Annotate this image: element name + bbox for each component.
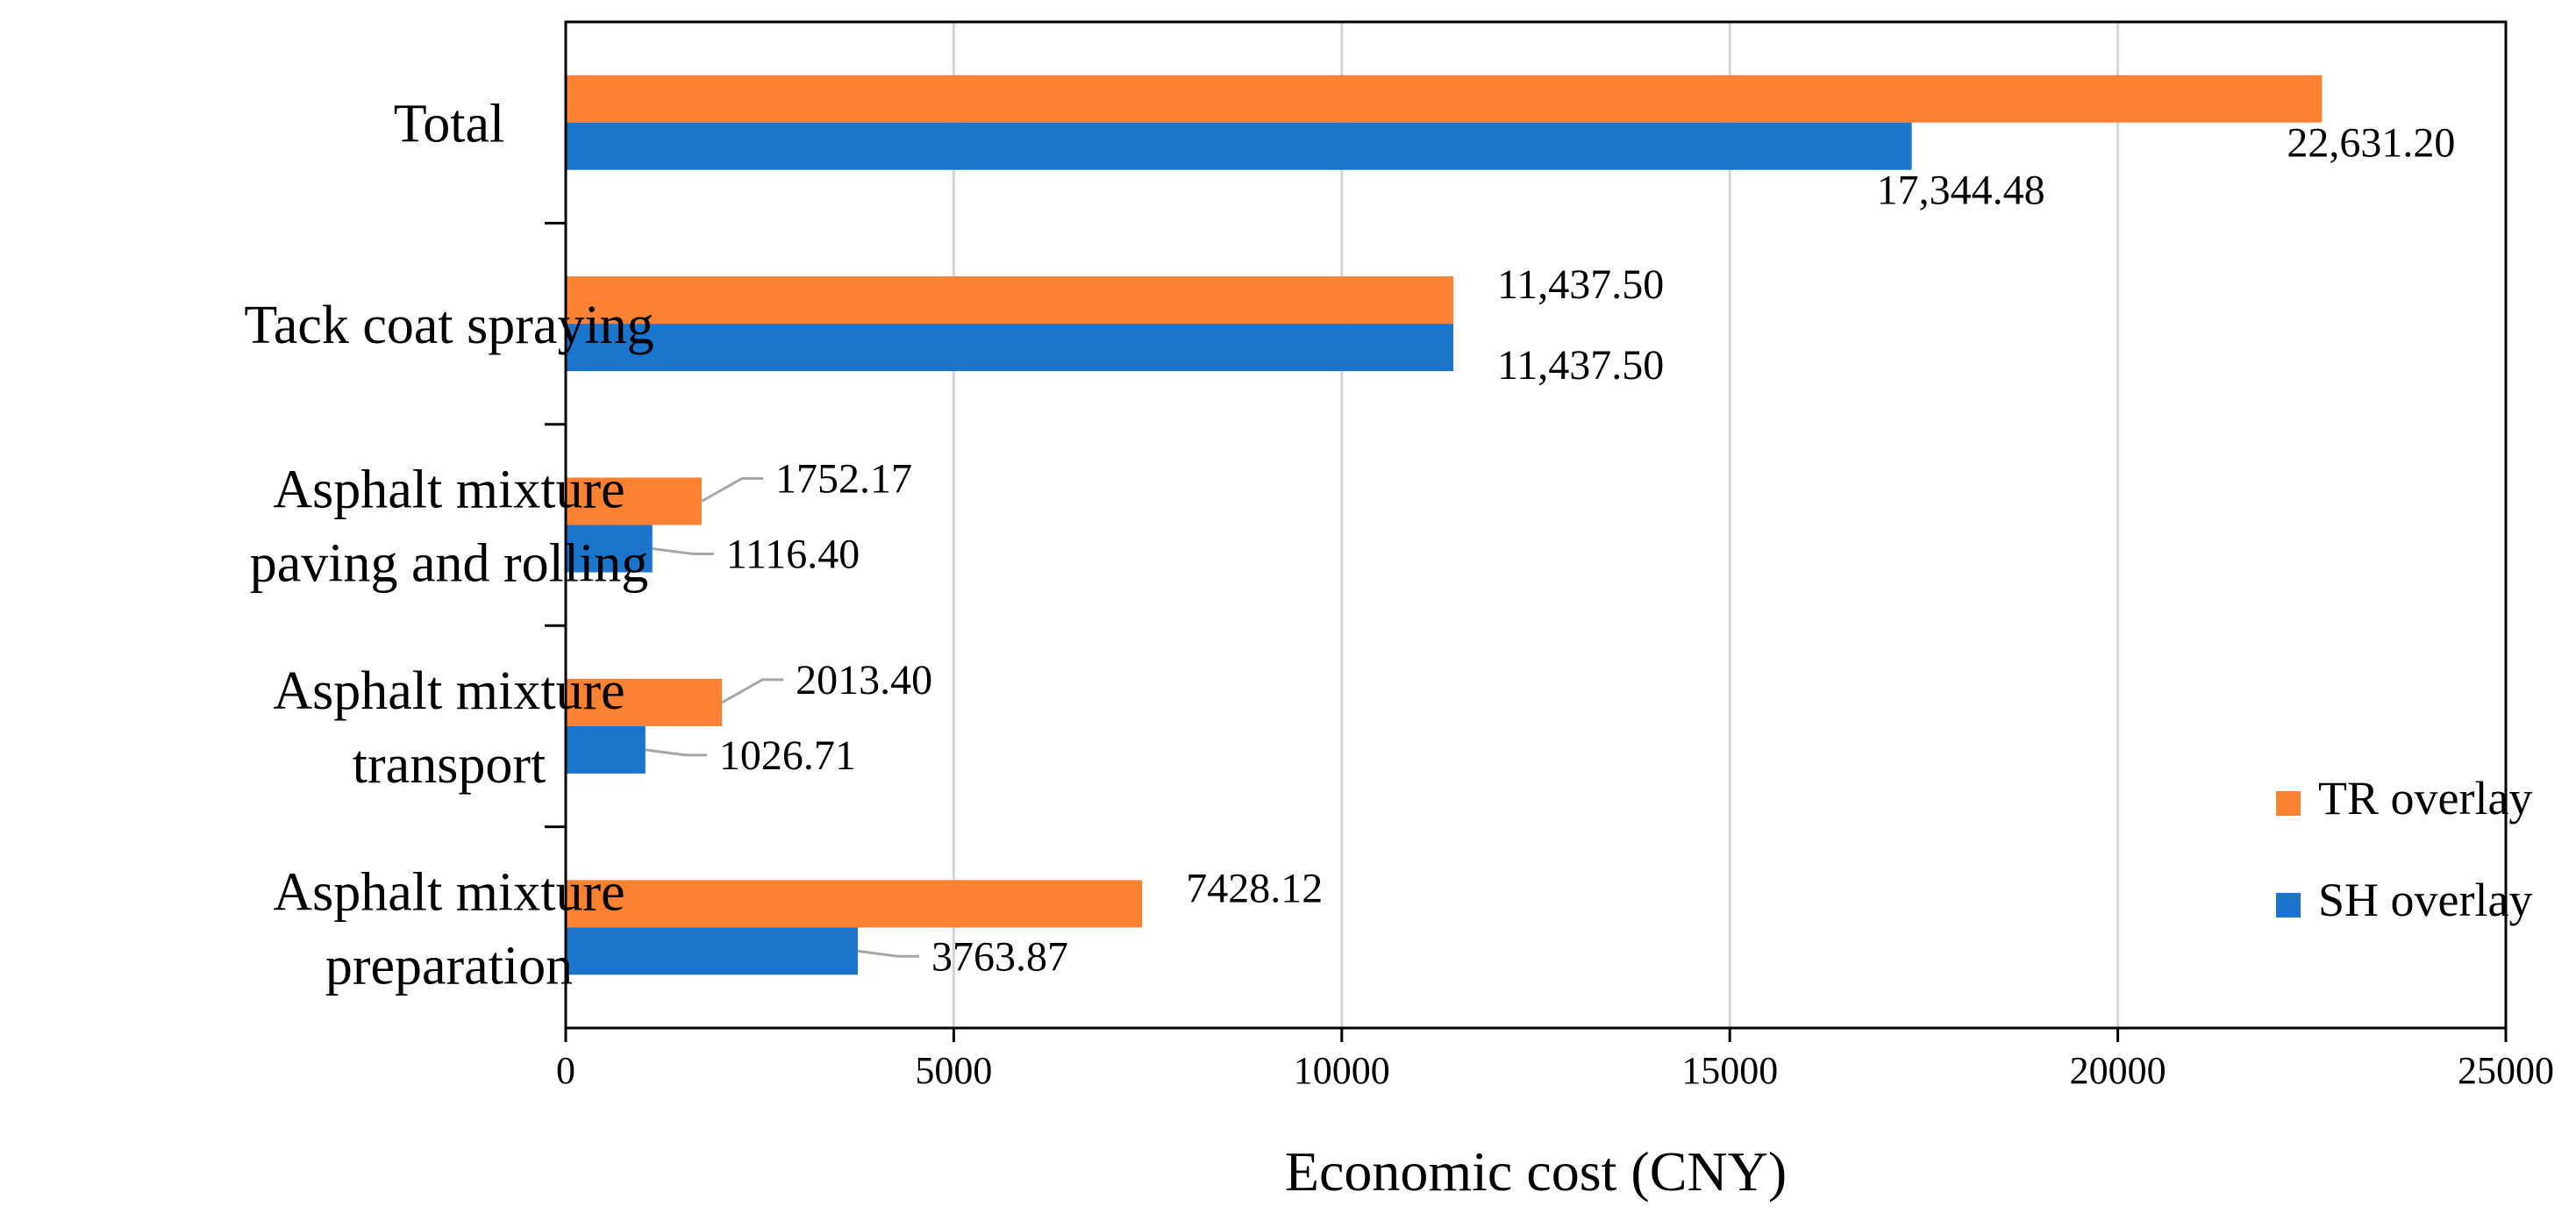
x-tick-label: 25000 (2458, 1049, 2554, 1092)
x-tick-label: 5000 (915, 1049, 992, 1092)
bar-tr-0 (566, 75, 2323, 123)
data-labels: 22,631.20 17,344.48 11,437.50 11,437.50 1752… (645, 120, 2455, 980)
category-label: Asphalt mixture (273, 661, 624, 721)
x-tick-labels: 0 5000 10000 15000 20000 25000 (556, 1049, 2554, 1092)
bar-sh-0 (566, 122, 1912, 170)
gridlines (952, 22, 2120, 1028)
leader-line (857, 949, 920, 958)
category-label: Tack coat spraying (244, 296, 653, 355)
x-tick-label: 0 (556, 1049, 575, 1092)
plot-frame (545, 20, 2508, 1042)
bar-tr-3 (566, 678, 723, 726)
bar-sh-2 (566, 525, 653, 573)
bar-tr-4 (566, 880, 1143, 928)
bars (566, 75, 2323, 975)
plot-border (564, 20, 2508, 1030)
data-label: 11,437.50 (1497, 342, 1664, 389)
x-axis-title: Economic cost (CNY) (1285, 1140, 1787, 1203)
category-label: preparation (325, 936, 573, 996)
legend-label-tr: TR overlay (2318, 772, 2532, 825)
data-label: 7428.12 (1186, 865, 1323, 911)
leader-line (721, 678, 784, 704)
data-label: 1116.40 (726, 532, 860, 578)
data-label: 3763.87 (931, 933, 1068, 980)
legend: TR overlay SH overlay (2276, 772, 2532, 926)
bar-sh-4 (566, 927, 859, 975)
data-label: 11,437.50 (1497, 261, 1664, 308)
data-label: 22,631.20 (2287, 120, 2455, 167)
bar-tr-2 (566, 477, 703, 525)
data-label: 2013.40 (796, 657, 932, 703)
bar-sh-3 (566, 725, 646, 774)
category-label: Asphalt mixture (273, 862, 624, 922)
category-label: transport (353, 735, 546, 795)
data-label: 1752.17 (775, 456, 912, 503)
category-label: paving and rolling (250, 534, 649, 594)
legend-swatch-tr (2276, 791, 2301, 816)
category-labels: Total Tack coat spraying Asphalt mixture pa… (244, 95, 653, 996)
category-label: Total (394, 95, 505, 154)
legend-swatch-sh (2276, 893, 2301, 917)
x-tick-label: 10000 (1294, 1049, 1390, 1092)
legend-label-sh: SH overlay (2318, 874, 2532, 926)
leader-line (701, 477, 764, 503)
x-tick-label: 20000 (2070, 1049, 2166, 1092)
bar-sh-1 (566, 324, 1453, 372)
bar-tr-1 (566, 276, 1453, 325)
category-label: Asphalt mixture (273, 460, 624, 520)
leader-line (652, 547, 714, 555)
data-label: 17,344.48 (1877, 168, 2045, 214)
x-tick-label: 15000 (1681, 1049, 1778, 1092)
data-label: 1026.71 (719, 732, 856, 779)
leader-line (645, 748, 707, 757)
